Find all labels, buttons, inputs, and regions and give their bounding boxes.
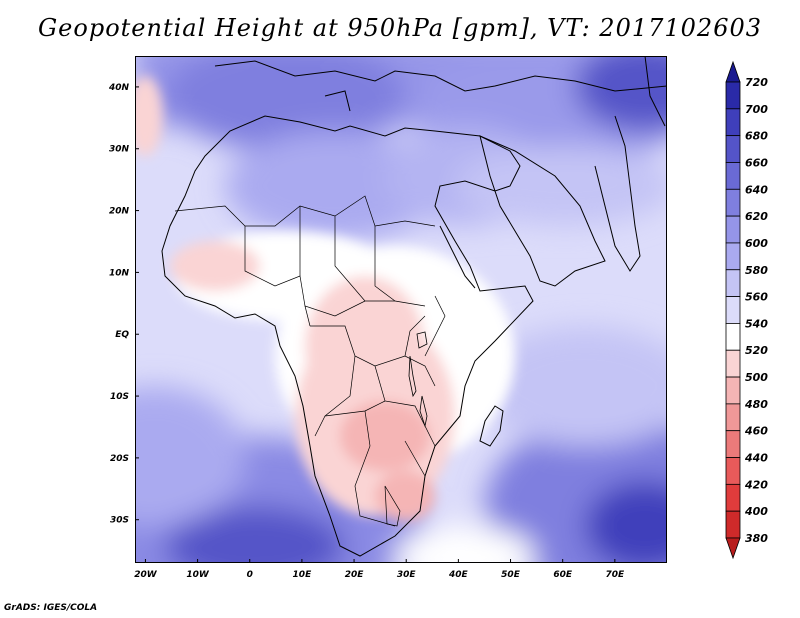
- lon-label: 20E: [345, 570, 365, 580]
- lon-label: 20W: [134, 570, 158, 580]
- coastlines: [161, 56, 667, 557]
- colorbar-swatch: [725, 135, 741, 163]
- lon-label: 70E: [605, 570, 625, 580]
- lat-axis: [135, 86, 139, 521]
- lon-label: 60E: [553, 570, 573, 580]
- colorbar-label: 460: [744, 425, 768, 438]
- colorbar-swatch: [725, 510, 741, 539]
- colorbar-swatch: [725, 162, 741, 190]
- colorbar-top-arrow: [725, 60, 741, 83]
- colorbar-swatch: [725, 269, 741, 297]
- lat-label: 30S: [110, 516, 129, 526]
- lon-label: 50E: [501, 570, 521, 580]
- lat-label: 40N: [108, 83, 130, 93]
- map-frame: [135, 56, 667, 563]
- colorbar-label: 380: [745, 532, 768, 545]
- field-south-high: [135, 326, 667, 563]
- lat-label: 20S: [110, 454, 129, 464]
- lon-label: 10E: [293, 570, 313, 580]
- colorbar: 720 700 680 660 640 620 600 580 560 540 520 500 480 4…: [725, 60, 768, 560]
- colorbar-label: 440: [744, 452, 768, 465]
- colorbar-bottom-arrow: [725, 537, 741, 560]
- colorbar-label: 420: [744, 478, 768, 491]
- colorbar-swatch: [725, 376, 741, 405]
- colorbar-label: 680: [745, 130, 768, 143]
- colorbar-label: 560: [745, 291, 768, 304]
- colorbar-swatch: [725, 483, 741, 512]
- footer-credit: GrADS: IGES/COLA: [4, 603, 98, 613]
- colorbar-swatch: [725, 108, 741, 137]
- colorbar-label: 700: [745, 103, 768, 116]
- colorbar-swatch: [725, 188, 741, 217]
- lat-label: EQ: [115, 330, 129, 340]
- colorbar-swatch: [725, 403, 741, 432]
- colorbar-swatch: [725, 457, 741, 485]
- colorbar-label: 480: [744, 398, 768, 411]
- field-africa-low: [135, 76, 515, 521]
- chart-title: Geopotential Height at 950hPa [gpm], VT:…: [38, 14, 762, 42]
- colorbar-swatch: [725, 323, 741, 351]
- colorbar-label: 520: [745, 344, 768, 357]
- colorbar-swatch: [725, 215, 741, 244]
- lon-label: 40E: [448, 570, 469, 580]
- lakes: [408, 331, 428, 428]
- colorbar-swatch: [725, 81, 741, 110]
- lon-label: 10W: [186, 570, 210, 580]
- colorbar-label: 580: [745, 264, 768, 277]
- lat-label: 30N: [109, 145, 130, 155]
- colorbar-label: 400: [744, 505, 768, 518]
- colorbar-label: 620: [745, 210, 768, 223]
- lon-label: 0: [247, 570, 253, 580]
- colorbar-swatch: [725, 349, 741, 378]
- lat-label: 10S: [110, 392, 129, 402]
- colorbar-label: 660: [745, 156, 768, 169]
- map-panel: [135, 56, 667, 563]
- colorbar-swatch: [725, 296, 741, 324]
- lat-label: 10N: [109, 268, 130, 278]
- lon-label: 30E: [397, 570, 417, 580]
- colorbar-swatch: [725, 430, 741, 458]
- field-north-high: [135, 56, 667, 241]
- colorbar-label: 640: [745, 183, 768, 196]
- lon-axis: [144, 559, 616, 563]
- colorbar-label: 500: [745, 371, 768, 384]
- colorbar-label: 600: [745, 237, 768, 250]
- colorbar-label: 720: [745, 76, 768, 89]
- lat-label: 20N: [109, 207, 130, 217]
- colorbar-label: 540: [745, 317, 768, 330]
- colorbar-swatch: [725, 242, 741, 271]
